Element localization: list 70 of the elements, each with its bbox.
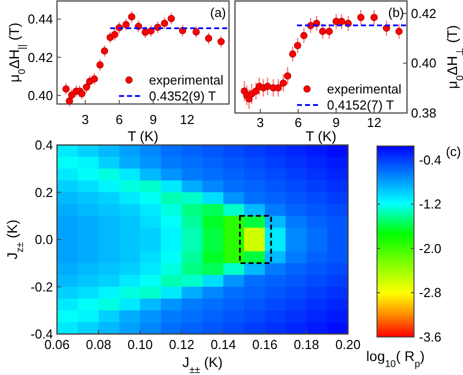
point <box>370 14 378 22</box>
color-bar-label: -0.4 <box>419 152 442 168</box>
annotation: (a) <box>210 5 226 20</box>
x-tick-label: 6 <box>116 112 123 127</box>
y-tick-label: 0.42 <box>28 50 53 65</box>
point <box>122 21 130 28</box>
point <box>128 13 136 20</box>
point <box>62 85 70 93</box>
point <box>319 28 326 35</box>
y-tick-label: 0.2 <box>34 184 53 200</box>
y-tick-label: 0.0 <box>34 232 53 247</box>
point <box>326 28 333 35</box>
y-tick-label: -0.2 <box>30 279 53 294</box>
y-tick-label: 0.40 <box>28 88 53 103</box>
x-tick-label: 0.20 <box>335 337 361 352</box>
x-tick-label: 12 <box>180 112 194 127</box>
x-tick-label: 0.18 <box>294 337 320 352</box>
point <box>205 34 212 42</box>
legend-label: experimental <box>149 72 224 88</box>
x-axis-title: T (K) <box>306 128 336 144</box>
legend-label: 0.4352(9) T <box>149 88 216 104</box>
point <box>68 91 76 99</box>
point <box>192 28 200 36</box>
point <box>111 30 118 38</box>
color-bar-label: -2.0 <box>419 240 442 256</box>
x-tick-label: 0.10 <box>127 337 153 352</box>
y2-tick-label: 0.38 <box>411 106 436 120</box>
color-bar-label: -1.2 <box>419 196 442 212</box>
annotation: (b) <box>388 5 404 20</box>
point <box>100 47 108 55</box>
x-tick-label: 9 <box>150 112 157 127</box>
color-bar-label: -3.6 <box>419 330 442 344</box>
x-tick-label: 9 <box>332 115 340 130</box>
y2-tick-label: 0.42 <box>411 6 436 21</box>
x-tick-label: 3 <box>82 112 89 127</box>
point <box>294 42 302 50</box>
x-tick-label: 3 <box>256 115 264 130</box>
point <box>289 50 296 58</box>
point <box>357 14 364 22</box>
point <box>280 80 287 87</box>
x-tick-label: 0.08 <box>86 337 112 352</box>
x-tick-label: 0.12 <box>169 337 194 352</box>
x-tick-label: 6 <box>294 115 302 130</box>
legend-label: 0.4152(7) T <box>327 98 394 112</box>
point <box>274 84 282 92</box>
point <box>82 84 90 91</box>
point <box>264 82 272 90</box>
point <box>284 72 292 80</box>
point <box>300 32 308 40</box>
text: (c) <box>446 144 461 159</box>
x-axis-title: T (K) <box>128 128 158 144</box>
point <box>338 18 346 26</box>
x-axis-title: J$_{±±}$ (K) <box>182 354 223 375</box>
color-bar-title: log$_{10}$( R$_{p}$) <box>366 348 425 370</box>
point <box>78 90 86 98</box>
point <box>168 14 175 22</box>
y-tick-label: 0.4 <box>34 138 53 152</box>
point <box>217 38 225 46</box>
x-tick-label: 0.16 <box>252 337 278 352</box>
y2-tick-label: 0.40 <box>411 56 436 71</box>
y-tick-label: 0.44 <box>28 12 53 27</box>
point <box>395 28 403 35</box>
point <box>66 97 74 105</box>
color-bar-label: -2.8 <box>419 285 442 300</box>
point <box>160 20 168 27</box>
point <box>90 75 98 83</box>
x-tick-label: 0.14 <box>210 337 236 352</box>
x-tick-label: 12 <box>366 115 382 130</box>
legend-label: experimental <box>327 82 402 96</box>
point <box>96 61 104 68</box>
